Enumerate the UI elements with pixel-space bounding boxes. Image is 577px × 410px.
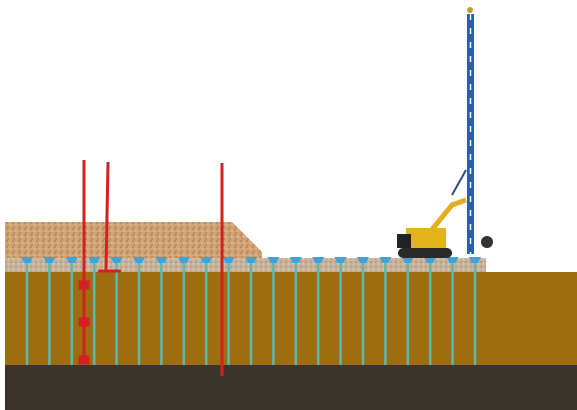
pile-cap (312, 257, 325, 263)
pile-cap (133, 257, 145, 263)
piles (21, 257, 481, 365)
bedrock-layer (5, 365, 577, 410)
rod-marker (78, 355, 90, 365)
pile-cap (200, 257, 213, 263)
excavator-body (406, 228, 446, 248)
rod-marker (78, 280, 90, 290)
cushion-layer (5, 258, 486, 272)
pile-cap (424, 257, 437, 263)
piling-rig (397, 7, 493, 258)
rig-hammer (481, 236, 493, 248)
pile-cap (21, 257, 33, 263)
rod (104, 161, 110, 272)
pile-cap (177, 257, 190, 263)
excavator-cab (397, 234, 411, 248)
pile-cap (155, 257, 168, 263)
pile-cap (446, 257, 459, 263)
excavator-arm (428, 197, 467, 234)
pile-cap (43, 257, 56, 263)
excavator-track (398, 248, 452, 258)
pile-cap (245, 257, 257, 263)
pile-cap (357, 257, 369, 263)
pile-cap (65, 257, 78, 263)
pile-cap (289, 257, 302, 263)
rig-top (467, 7, 473, 13)
pile-cap (110, 257, 123, 263)
rod-marker (78, 317, 90, 327)
fill-mound (5, 222, 262, 258)
pile-cap (379, 257, 392, 263)
pile-cap (222, 257, 235, 263)
soil-layer (5, 272, 577, 366)
pile-cap (267, 257, 280, 263)
pile-cap (469, 257, 481, 263)
rig-mast (467, 14, 474, 254)
pile-cap (334, 257, 347, 263)
pile-cap (401, 257, 414, 263)
measurement-rods (78, 160, 224, 376)
pile-cap (88, 257, 101, 263)
rig-brace (451, 169, 467, 196)
